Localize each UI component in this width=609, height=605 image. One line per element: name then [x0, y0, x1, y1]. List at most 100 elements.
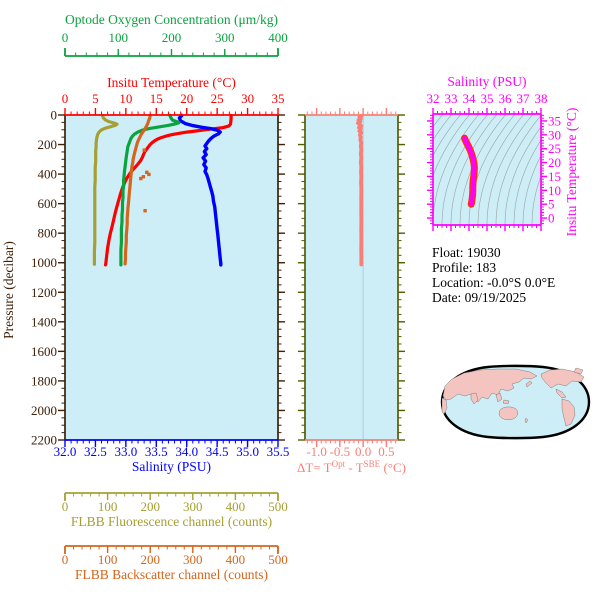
- series-salinity: [177, 113, 223, 267]
- ts-plot-area: [433, 114, 541, 225]
- svg-text:800: 800: [38, 226, 58, 241]
- fluorescence-axis-title: FLBB Fluorescence channel (counts): [71, 514, 272, 529]
- delta-t-top-edge: [305, 108, 398, 116]
- svg-text:33: 33: [445, 91, 458, 106]
- map-land-eurasia: [442, 368, 538, 403]
- svg-text:32: 32: [427, 91, 440, 106]
- svg-text:35: 35: [272, 91, 285, 106]
- svg-text:10: 10: [548, 183, 561, 198]
- svg-text:10: 10: [119, 91, 132, 106]
- svg-text:600: 600: [38, 196, 58, 211]
- map-land-africa-edge: [441, 397, 448, 415]
- axes-and-ticks: 0200400600800100012001400160018002000220…: [31, 30, 561, 567]
- isopycnal-contour: [531, 175, 541, 225]
- plot-backgrounds: [65, 114, 541, 440]
- svg-text:0: 0: [62, 499, 69, 514]
- svg-text:500: 500: [268, 552, 288, 567]
- svg-text:300: 300: [215, 30, 235, 45]
- delta-t-bottom-edge: -1.0 -0.5 0.0 0.5: [305, 439, 398, 459]
- svg-text:34.5: 34.5: [206, 444, 229, 459]
- backscatter-outlier-point: [147, 172, 151, 177]
- axis-titles: Optode Oxygen Concentration (μm/kg) Insi…: [1, 12, 579, 582]
- profile-info-block: Float: 19030 Profile: 183 Location: -0.0…: [432, 245, 555, 305]
- svg-text:300: 300: [183, 552, 203, 567]
- salinity-axis-title: Salinity (PSU): [132, 459, 211, 474]
- svg-text:15: 15: [150, 91, 163, 106]
- svg-text:0: 0: [62, 552, 69, 567]
- svg-text:32.5: 32.5: [84, 444, 107, 459]
- isopycnal-contour: [504, 126, 541, 225]
- ts-isopycnal-contours: [433, 114, 541, 225]
- isopycnal-contour: [450, 114, 498, 225]
- svg-text:34: 34: [463, 91, 477, 106]
- oxygen-axis-title: Optode Oxygen Concentration (μm/kg): [65, 12, 278, 27]
- svg-text:37: 37: [517, 91, 531, 106]
- svg-text:36: 36: [499, 91, 513, 106]
- world-map: [440, 364, 591, 440]
- main-plot-area: [65, 115, 278, 440]
- map-landmasses: [441, 367, 585, 427]
- isopycnal-contour: [441, 114, 489, 225]
- ts-top-edge: 32 33 34 35 36 37 38: [427, 91, 548, 115]
- svg-text:1400: 1400: [31, 314, 57, 329]
- svg-text:38: 38: [535, 91, 548, 106]
- svg-text:20: 20: [548, 155, 561, 170]
- delta-t-axis-title: ΔT= TOpt - TSBE (°C): [297, 459, 406, 475]
- svg-text:-1.0: -1.0: [306, 444, 327, 459]
- oxygen-floating-axis: 0 100 200 300 400: [62, 30, 288, 57]
- map-land-australia: [498, 406, 518, 420]
- svg-text:300: 300: [183, 499, 203, 514]
- svg-text:32.0: 32.0: [54, 444, 77, 459]
- info-location: Location: -0.0°S 0.0°E: [432, 275, 555, 290]
- salinity-axis-bottom: 32.0 32.5 33.0 33.5 34.0 34.5 35.0 35.5: [54, 439, 290, 459]
- backscatter-axis-title: FLBB Backscatter channel (counts): [75, 567, 268, 582]
- info-profile: Profile: 183: [432, 260, 496, 275]
- map-land-india: [470, 392, 479, 405]
- backscatter-outlier-point: [141, 175, 146, 179]
- svg-text:35.0: 35.0: [236, 444, 259, 459]
- svg-text:5: 5: [548, 197, 555, 212]
- svg-text:1600: 1600: [31, 344, 57, 359]
- data-series: [92, 113, 478, 267]
- svg-text:0: 0: [62, 91, 69, 106]
- backscatter-outlier-point: [139, 176, 143, 181]
- svg-text:30: 30: [548, 127, 561, 142]
- ts-salinity-axis-title: Salinity (PSU): [447, 74, 526, 89]
- svg-text:35.5: 35.5: [267, 444, 290, 459]
- map-land-greenland: [573, 367, 584, 375]
- svg-text:0: 0: [548, 211, 555, 226]
- svg-text:35: 35: [481, 91, 494, 106]
- map-land-southamerica: [561, 398, 576, 427]
- ts-temperature-axis-title: Insitu Temperature (°C): [564, 108, 579, 237]
- svg-text:400: 400: [38, 167, 58, 182]
- series-temperature: [103, 113, 233, 267]
- isopycnal-contour: [495, 114, 541, 225]
- backscatter-floating-axis: 0 100 200 300 400 500: [62, 545, 288, 567]
- svg-text:33.0: 33.0: [114, 444, 137, 459]
- map-land-newzealand: [524, 417, 529, 424]
- series-fluorescence: [92, 113, 119, 266]
- series-oxygen: [119, 113, 181, 267]
- svg-text:0.0: 0.0: [355, 444, 371, 459]
- svg-text:33.5: 33.5: [145, 444, 168, 459]
- isopycnal-contour: [486, 114, 534, 225]
- map-land-northamerica: [540, 368, 585, 389]
- series-ts-profile: [462, 136, 477, 207]
- svg-text:15: 15: [548, 169, 561, 184]
- backscatter-outlier-point: [142, 148, 146, 152]
- isopycnal-contour: [522, 155, 541, 225]
- map-land-centralamerica: [555, 388, 567, 399]
- svg-text:34.0: 34.0: [175, 444, 198, 459]
- delta-t-left-edge: [298, 114, 306, 441]
- svg-text:35: 35: [548, 113, 561, 128]
- svg-text:5: 5: [92, 91, 99, 106]
- pressure-axis-title: Pressure (decibar): [1, 241, 16, 339]
- svg-text:400: 400: [268, 30, 288, 45]
- svg-text:25: 25: [211, 91, 224, 106]
- delta-t-right-edge: [397, 114, 405, 441]
- svg-text:400: 400: [226, 552, 246, 567]
- pressure-axis-left: 0 200 400 600 800 1000 1200 1400 1600 1800 2000 220…: [31, 108, 66, 448]
- ts-left-edge: [427, 114, 434, 225]
